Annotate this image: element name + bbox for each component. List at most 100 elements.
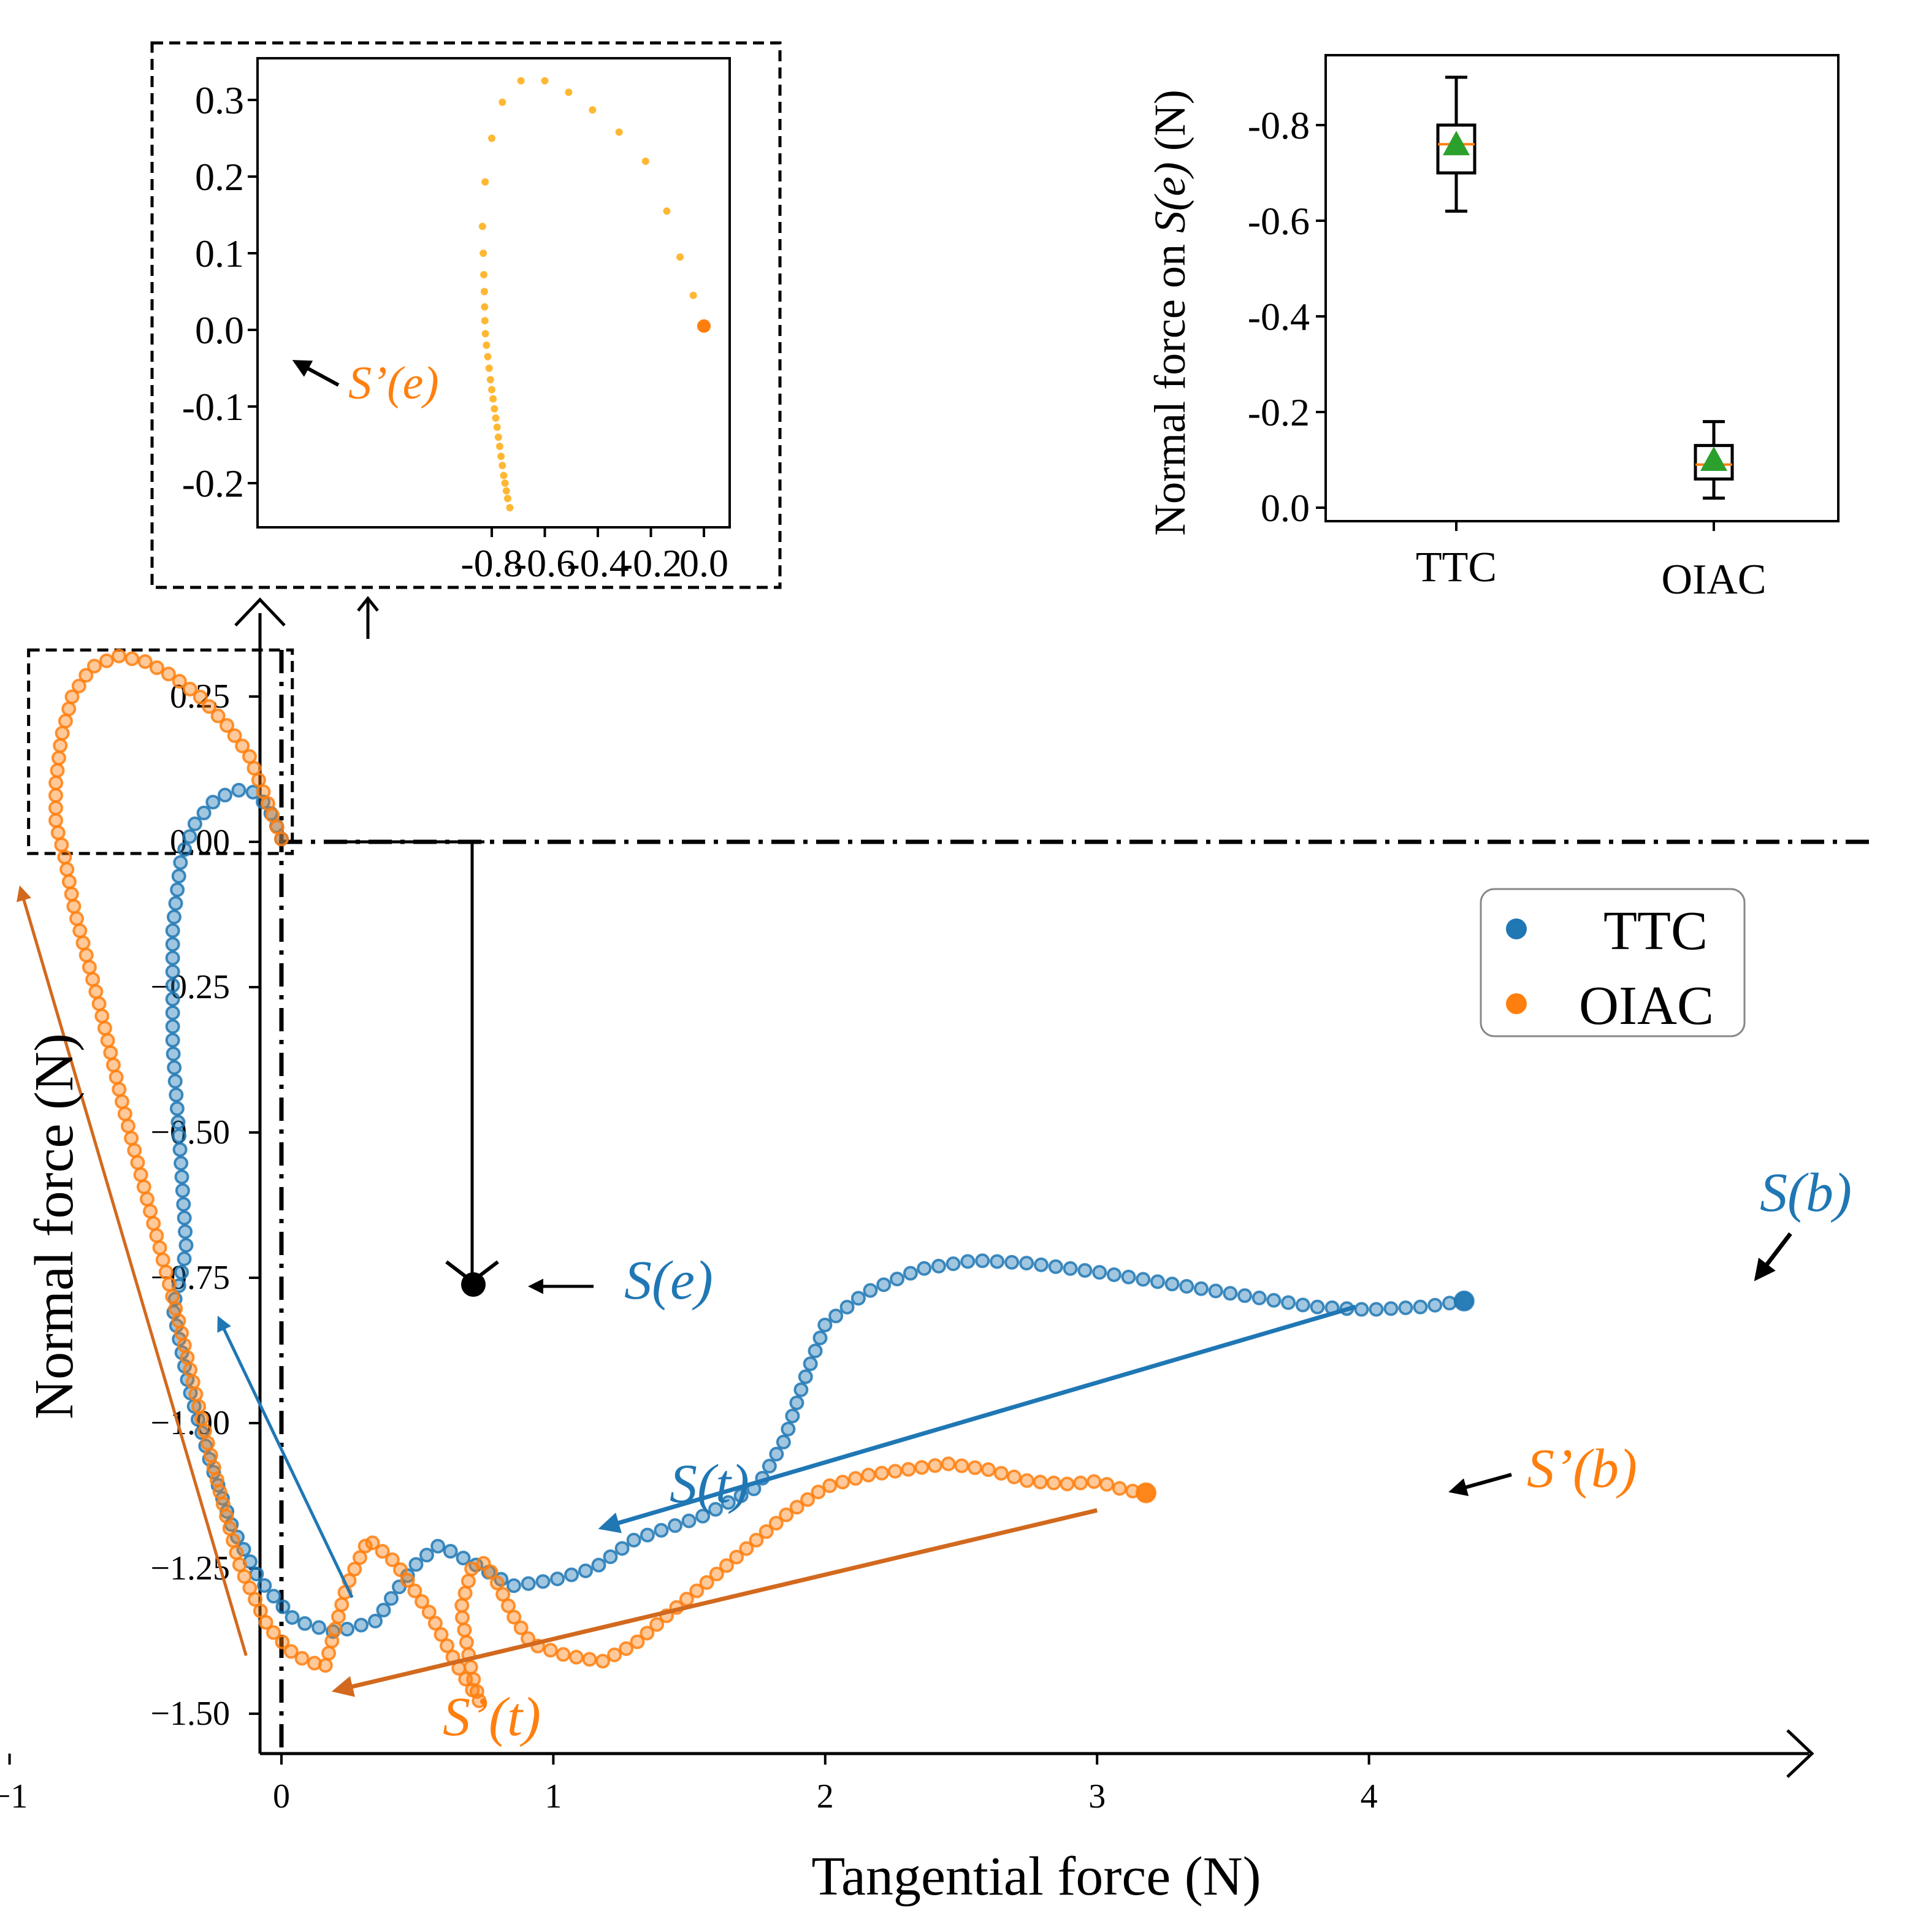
- oiac-data-point: [117, 1106, 132, 1121]
- ttc-data-point: [165, 964, 180, 979]
- inset-zoom-data-point: [488, 134, 495, 142]
- oiac-data-point: [1019, 1473, 1034, 1488]
- inset-zoom-data-point: [483, 342, 491, 349]
- inset-box-plot-frame: [1324, 54, 1840, 522]
- ttc-data-point: [173, 855, 188, 870]
- ttc-data-point: [654, 1522, 669, 1538]
- oiac-data-point: [248, 1592, 263, 1607]
- spe-pointer-arrow: [292, 360, 340, 387]
- main-x-axis-arrowhead: [1786, 1729, 1814, 1778]
- oiac-data-point: [172, 674, 187, 689]
- inset-zoom-x-tick-label: -0.4: [567, 541, 629, 585]
- oiac-data-point: [699, 1575, 714, 1590]
- inset-zoom-data-point: [503, 495, 511, 502]
- oiac-data-point: [649, 1617, 665, 1632]
- oiac-data-point: [330, 1609, 346, 1624]
- ttc-data-point: [1369, 1302, 1384, 1317]
- oiac-data-point: [269, 819, 285, 834]
- ttc-data-point: [167, 1074, 183, 1089]
- oiac-data-point: [50, 825, 66, 841]
- ttc-data-point: [1237, 1288, 1253, 1304]
- main-x-tick-label: 2: [817, 1777, 834, 1816]
- oiac-data-point: [506, 1609, 522, 1625]
- ttc-data-point: [419, 1548, 434, 1563]
- inset-zoom-data-point: [499, 462, 506, 470]
- inset-zoom-data-point: [493, 423, 501, 431]
- main-y-ticks: 0.250.00−0.25−0.50−0.75−1.00−1.25−1.50: [150, 678, 260, 1733]
- oiac-data-point: [133, 1167, 148, 1182]
- oiac-data-point: [206, 1460, 221, 1475]
- oiac-data-point: [183, 1362, 198, 1378]
- ttc-data-point: [850, 1291, 866, 1306]
- oiac-data-point: [968, 1460, 983, 1475]
- inset-zoom-y-tick-label: -0.2: [182, 462, 244, 505]
- oiac-data-point: [619, 1641, 634, 1656]
- oiac-data-point: [1136, 1482, 1157, 1503]
- inset-zoom-y-tick-label: 0.3: [195, 78, 244, 122]
- oiac-data-point: [174, 1326, 189, 1341]
- inset-box-x-tick-label: TTC: [1416, 544, 1497, 591]
- legend-frame: [1480, 888, 1746, 1037]
- oiac-data-point: [1033, 1475, 1048, 1490]
- ttc-data-point: [828, 1308, 844, 1324]
- oiac-data-point: [182, 681, 197, 697]
- ttc-data-point: [297, 1616, 313, 1631]
- inset-zoom-x-tick-label: -0.8: [460, 541, 522, 585]
- oiac-data-point: [434, 1627, 449, 1642]
- oiac-series-points: [48, 648, 1157, 1708]
- inset-zoom-plot-frame: [256, 57, 731, 529]
- inset-zoom-data-point: [502, 487, 510, 495]
- ttc-data-point: [443, 1543, 458, 1559]
- oiac-data-point: [384, 1552, 400, 1567]
- ttc-data-point: [1004, 1254, 1020, 1270]
- oiac-data-point: [256, 784, 271, 800]
- inset-zoom-data-point: [500, 472, 508, 479]
- zoom-connector-arrowhead: [357, 595, 379, 612]
- inset-zoom-data-point: [499, 98, 506, 106]
- inset-zoom-x-ticks: -0.8-0.6-0.4-0.20.0: [460, 527, 728, 585]
- ttc-data-point: [1019, 1256, 1034, 1271]
- oiac-data-point: [137, 654, 153, 669]
- ttc-data-point: [793, 1382, 809, 1397]
- inset-zoom-data-point: [689, 291, 697, 299]
- inset-zoom-data-point: [480, 271, 488, 278]
- oiac-data-point: [500, 1598, 516, 1613]
- oiac-data-point: [64, 887, 79, 902]
- oiac-data-point: [463, 1659, 478, 1674]
- oiac-data-point: [48, 800, 63, 815]
- ttc-data-point: [217, 787, 232, 803]
- oiac-data-point: [630, 1634, 645, 1649]
- ttc-data-point: [168, 896, 183, 911]
- ttc-data-point: [170, 882, 185, 898]
- oiac-data-point: [61, 874, 77, 889]
- oiac-data-point: [719, 1558, 734, 1573]
- oiac-data-point: [400, 1573, 415, 1588]
- inset-zoom-data-point: [565, 88, 573, 96]
- oiac-data-point: [75, 935, 91, 950]
- inset-zoom-data-point: [641, 158, 649, 165]
- main-x-tick-label: 1: [544, 1777, 562, 1816]
- oiac-data-point: [226, 1533, 241, 1548]
- oiac-data-point: [53, 738, 68, 753]
- inset-zoom-points: [478, 77, 711, 511]
- oiac-data-point: [689, 1583, 705, 1598]
- ttc-data-point: [167, 1060, 182, 1075]
- ttc-data-point: [1179, 1278, 1194, 1294]
- oiac-data-point: [307, 1655, 322, 1671]
- ttc-data-point: [166, 1046, 181, 1061]
- ttc-data-point: [903, 1266, 918, 1281]
- oiac-data-point: [191, 1399, 207, 1414]
- oiac-data-point: [275, 1635, 290, 1650]
- ttc-data-point: [812, 1331, 828, 1346]
- oiac-data-point: [54, 837, 69, 852]
- ttc-data-point: [931, 1258, 946, 1273]
- ttc-series-points: [165, 782, 1475, 1639]
- main-y-tick-label: −0.25: [150, 968, 230, 1006]
- ttc-data-point: [165, 937, 180, 952]
- ttc-data-point: [1077, 1262, 1093, 1278]
- ttc-data-point: [182, 829, 197, 844]
- oiac-data-point: [941, 1456, 956, 1472]
- oiac-data-point: [1087, 1474, 1102, 1489]
- oiac-data-point: [709, 1567, 724, 1582]
- legend: TTC OIAC: [1480, 888, 1746, 1037]
